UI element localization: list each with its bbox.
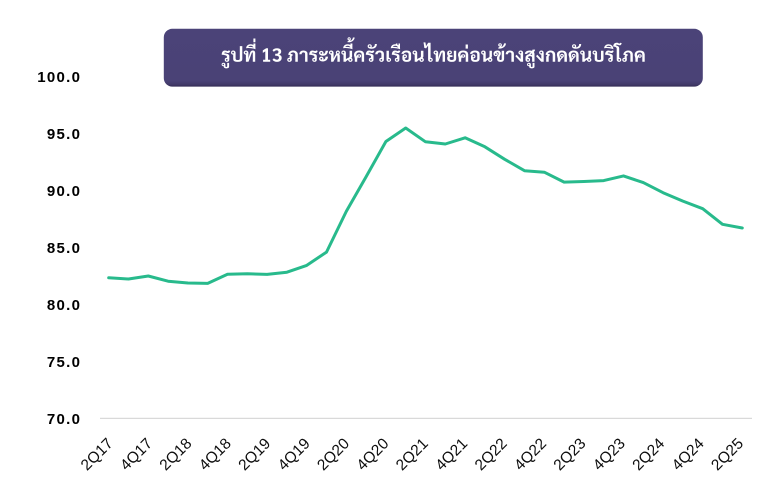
svg-text:100.0: 100.0 [37,69,81,86]
svg-text:85.0: 85.0 [47,240,81,257]
svg-text:75.0: 75.0 [47,354,81,371]
svg-text:70.0: 70.0 [47,411,81,428]
svg-text:80.0: 80.0 [47,297,81,314]
svg-text:95.0: 95.0 [47,126,81,143]
svg-text:90.0: 90.0 [47,183,81,200]
